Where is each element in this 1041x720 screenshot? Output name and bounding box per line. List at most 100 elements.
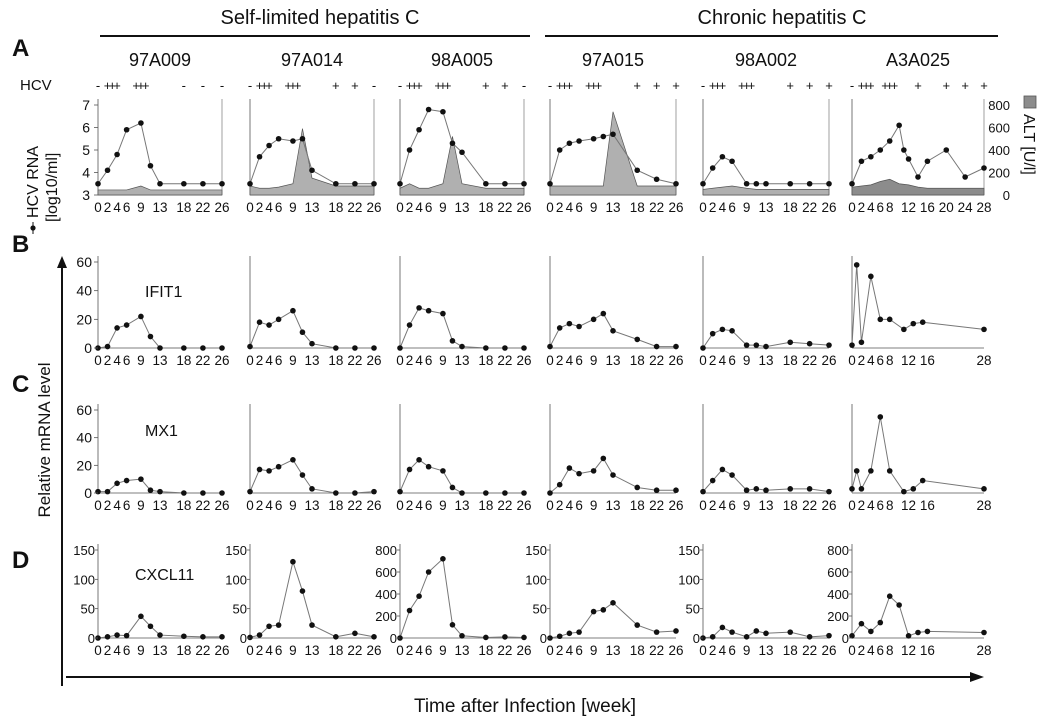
x-tick-label-d-1-1: 2 (256, 643, 264, 658)
hcv-status-0-5: + (137, 78, 145, 93)
x-tick-label-b-4-0: 0 (699, 353, 707, 368)
x-tick-label-b-5-6: 16 (920, 353, 935, 368)
x-tick-label-a-4-8: 26 (821, 200, 836, 215)
data-point-c-0-2 (114, 480, 120, 487)
x-tick-label-c-4-1: 2 (709, 498, 717, 513)
x-tick-label-b-2-5: 13 (454, 353, 469, 368)
x-tick-label-c-2-4: 9 (439, 498, 447, 513)
x-tick-label-a-5-2: 4 (867, 200, 875, 215)
hcv-status-2-7: + (482, 78, 490, 93)
data-point-b-3-7 (634, 336, 641, 343)
y-tick-label-d-0-1: 50 (81, 602, 95, 617)
subject-title-1: 97A014 (281, 50, 343, 70)
series-line-d-3 (549, 602, 677, 639)
x-tick-label-c-2-3: 6 (425, 498, 433, 513)
data-point-d-0-7 (181, 633, 187, 640)
data-point-c-0-4 (138, 476, 144, 482)
series-line-b-1 (249, 310, 374, 349)
hcv-status-2-8: + (501, 78, 509, 93)
x-tick-label-c-3-6: 18 (630, 498, 645, 513)
subject-title-0: 97A009 (129, 50, 191, 70)
x-tick-label-c-3-1: 2 (556, 498, 564, 513)
hcv-status-5-1: + (858, 78, 866, 93)
data-point-b-3-3 (576, 323, 582, 330)
data-point-c-1-4 (290, 457, 296, 463)
x-tick-label-d-1-3: 6 (275, 643, 283, 658)
x-tick-label-b-3-4: 9 (590, 353, 598, 368)
panel-letter-a: A (12, 35, 29, 62)
x-tick-label-b-2-6: 18 (478, 353, 493, 368)
data-point-d-0-6 (157, 632, 163, 638)
data-point-a-3-0 (547, 180, 553, 187)
hcv-status-4-3: + (719, 78, 727, 93)
hcv-status-1-6: + (294, 78, 302, 93)
hcv-status-4-7: + (786, 78, 794, 93)
x-tick-label-a-5-3: 6 (877, 200, 885, 215)
x-tick-label-b-0-1: 2 (104, 353, 112, 368)
data-point-a-0-9 (219, 180, 225, 187)
x-tick-label-b-4-3: 6 (728, 353, 736, 368)
data-point-b-4-2 (719, 326, 726, 333)
data-point-c-1-7 (333, 490, 339, 496)
y-tick-label-d-5-1: 200 (827, 609, 849, 624)
data-point-a-0-1 (104, 167, 111, 174)
x-tick-label-c-4-6: 18 (783, 498, 798, 513)
data-point-c-5-3 (868, 468, 874, 474)
x-tick-label-d-1-4: 9 (289, 643, 297, 658)
data-point-a-3-9 (673, 180, 679, 187)
x-tick-label-b-0-6: 18 (176, 353, 191, 368)
hcv-status-2-9: - (522, 78, 526, 93)
data-point-c-2-2 (416, 457, 422, 463)
series-line-c-2 (399, 459, 524, 494)
x-tick-label-d-0-0: 0 (94, 643, 102, 658)
x-tick-label-b-1-5: 13 (304, 353, 319, 368)
data-point-a-1-1 (256, 153, 263, 160)
x-tick-label-d-0-7: 22 (195, 643, 210, 658)
hcv-status-5-8: + (942, 78, 950, 93)
data-point-a-1-8 (352, 180, 358, 187)
data-point-d-4-8 (806, 634, 813, 640)
series-line-d-1 (249, 559, 375, 638)
x-tick-label-a-3-5: 13 (605, 200, 620, 215)
x-tick-label-c-0-1: 2 (104, 498, 112, 513)
x-tick-label-a-2-7: 22 (497, 200, 512, 215)
data-point-d-1-3 (275, 622, 282, 628)
x-tick-label-a-2-0: 0 (396, 200, 404, 215)
x-tick-label-b-1-6: 18 (328, 353, 343, 368)
x-tick-label-c-0-6: 18 (176, 498, 191, 513)
y-tick-label-d-4-1: 50 (686, 602, 700, 617)
data-point-c-5-1 (853, 468, 860, 474)
data-point-a-4-4 (743, 180, 750, 187)
data-point-d-3-2 (566, 630, 573, 637)
data-point-d-5-7 (915, 629, 921, 636)
alt-label: ALT [U/l] (1020, 114, 1037, 175)
data-point-d-5-3 (877, 619, 884, 626)
group-label-chronic: Chronic hepatitis C (698, 7, 867, 29)
y-tick-label-a-4: 7 (82, 97, 90, 113)
panel-letter-b: B (12, 231, 29, 258)
data-point-b-5-5 (886, 316, 893, 323)
x-tick-label-c-4-2: 4 (719, 498, 727, 513)
x-tick-label-a-5-0: 0 (848, 200, 856, 215)
gene-label-cxcl11: CXCL11 (135, 567, 194, 584)
data-point-d-1-0 (247, 634, 253, 641)
x-tick-label-d-2-7: 22 (497, 643, 512, 658)
data-point-a-1-0 (247, 180, 253, 187)
x-tick-label-b-4-7: 22 (802, 353, 817, 368)
y-tick-label-d-2-0: 0 (390, 631, 397, 646)
horizontal-axis-arrow-head (970, 672, 984, 682)
gene-label-ifit1: IFIT1 (145, 284, 182, 301)
x-tick-label-d-4-3: 6 (728, 643, 736, 658)
data-point-a-5-2 (868, 153, 874, 160)
data-point-c-4-3 (729, 472, 735, 478)
x-tick-label-b-1-7: 22 (347, 353, 362, 368)
data-point-a-3-6 (610, 131, 616, 138)
data-point-a-4-9 (826, 180, 832, 187)
series-line-c-5 (851, 416, 985, 493)
data-point-b-1-4 (290, 307, 296, 314)
data-point-c-2-8 (502, 490, 508, 496)
x-tick-label-d-4-1: 2 (709, 643, 717, 658)
hcv-status-4-0: - (701, 78, 705, 93)
data-point-a-0-4 (138, 120, 144, 126)
x-tick-label-d-5-2: 4 (867, 643, 875, 658)
